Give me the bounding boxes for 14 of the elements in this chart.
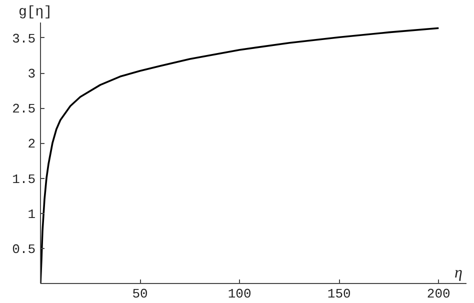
- x-tick-label: 150: [327, 286, 351, 302]
- line-series: [40, 27, 440, 284]
- y-tick-label: 0.5: [12, 242, 36, 257]
- y-tick-label: 2.5: [12, 102, 36, 117]
- x-axis-title: η: [454, 264, 462, 282]
- x-tick-label: 200: [426, 286, 450, 302]
- y-axis-title: g[η]: [18, 4, 52, 20]
- y-tick-label: 3.5: [12, 31, 36, 46]
- y-tick-label: 1: [28, 206, 36, 222]
- x-tick-label: 100: [228, 286, 252, 302]
- x-tick-label: 50: [132, 286, 148, 302]
- y-tick-label: 1.5: [12, 172, 36, 187]
- y-tick-label: 2: [28, 136, 36, 152]
- y-tick-label: 3: [28, 66, 36, 82]
